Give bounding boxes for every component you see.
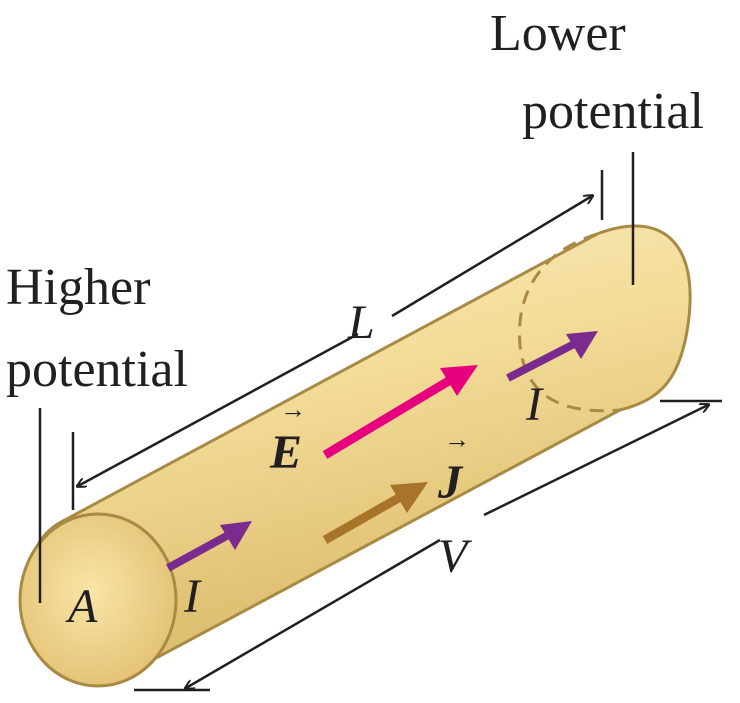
voltage-arrow-line-lower: [186, 538, 441, 688]
area-label: A: [65, 580, 98, 633]
higher-potential-label-line1: Higher: [6, 259, 150, 316]
length-label: L: [347, 296, 375, 349]
current-density-arrow: [322, 482, 428, 544]
density-vector-arrow: →: [444, 425, 470, 454]
field-vector-arrow: →: [280, 395, 306, 424]
far-end-hidden-edge: [517, 232, 621, 413]
current-density-label: J: [437, 456, 464, 509]
current-label-near: I: [183, 570, 202, 623]
current-label-far: I: [525, 378, 544, 431]
field-label: E: [269, 426, 302, 479]
current-arrow-near: [166, 521, 252, 572]
length-arrow-line-right: [391, 196, 592, 318]
cross-section-a: [18, 512, 178, 688]
current-arrow-far: [506, 331, 598, 382]
length-arrow-line-left: [78, 332, 359, 486]
electric-field-arrow: [322, 365, 478, 459]
voltage-label: V: [438, 530, 472, 583]
lower-potential-label-line2: potential: [522, 83, 704, 140]
voltage-arrow-line-upper: [483, 405, 708, 517]
higher-potential-label-line2: potential: [6, 341, 188, 398]
lower-potential-label-line1: Lower: [490, 5, 626, 62]
